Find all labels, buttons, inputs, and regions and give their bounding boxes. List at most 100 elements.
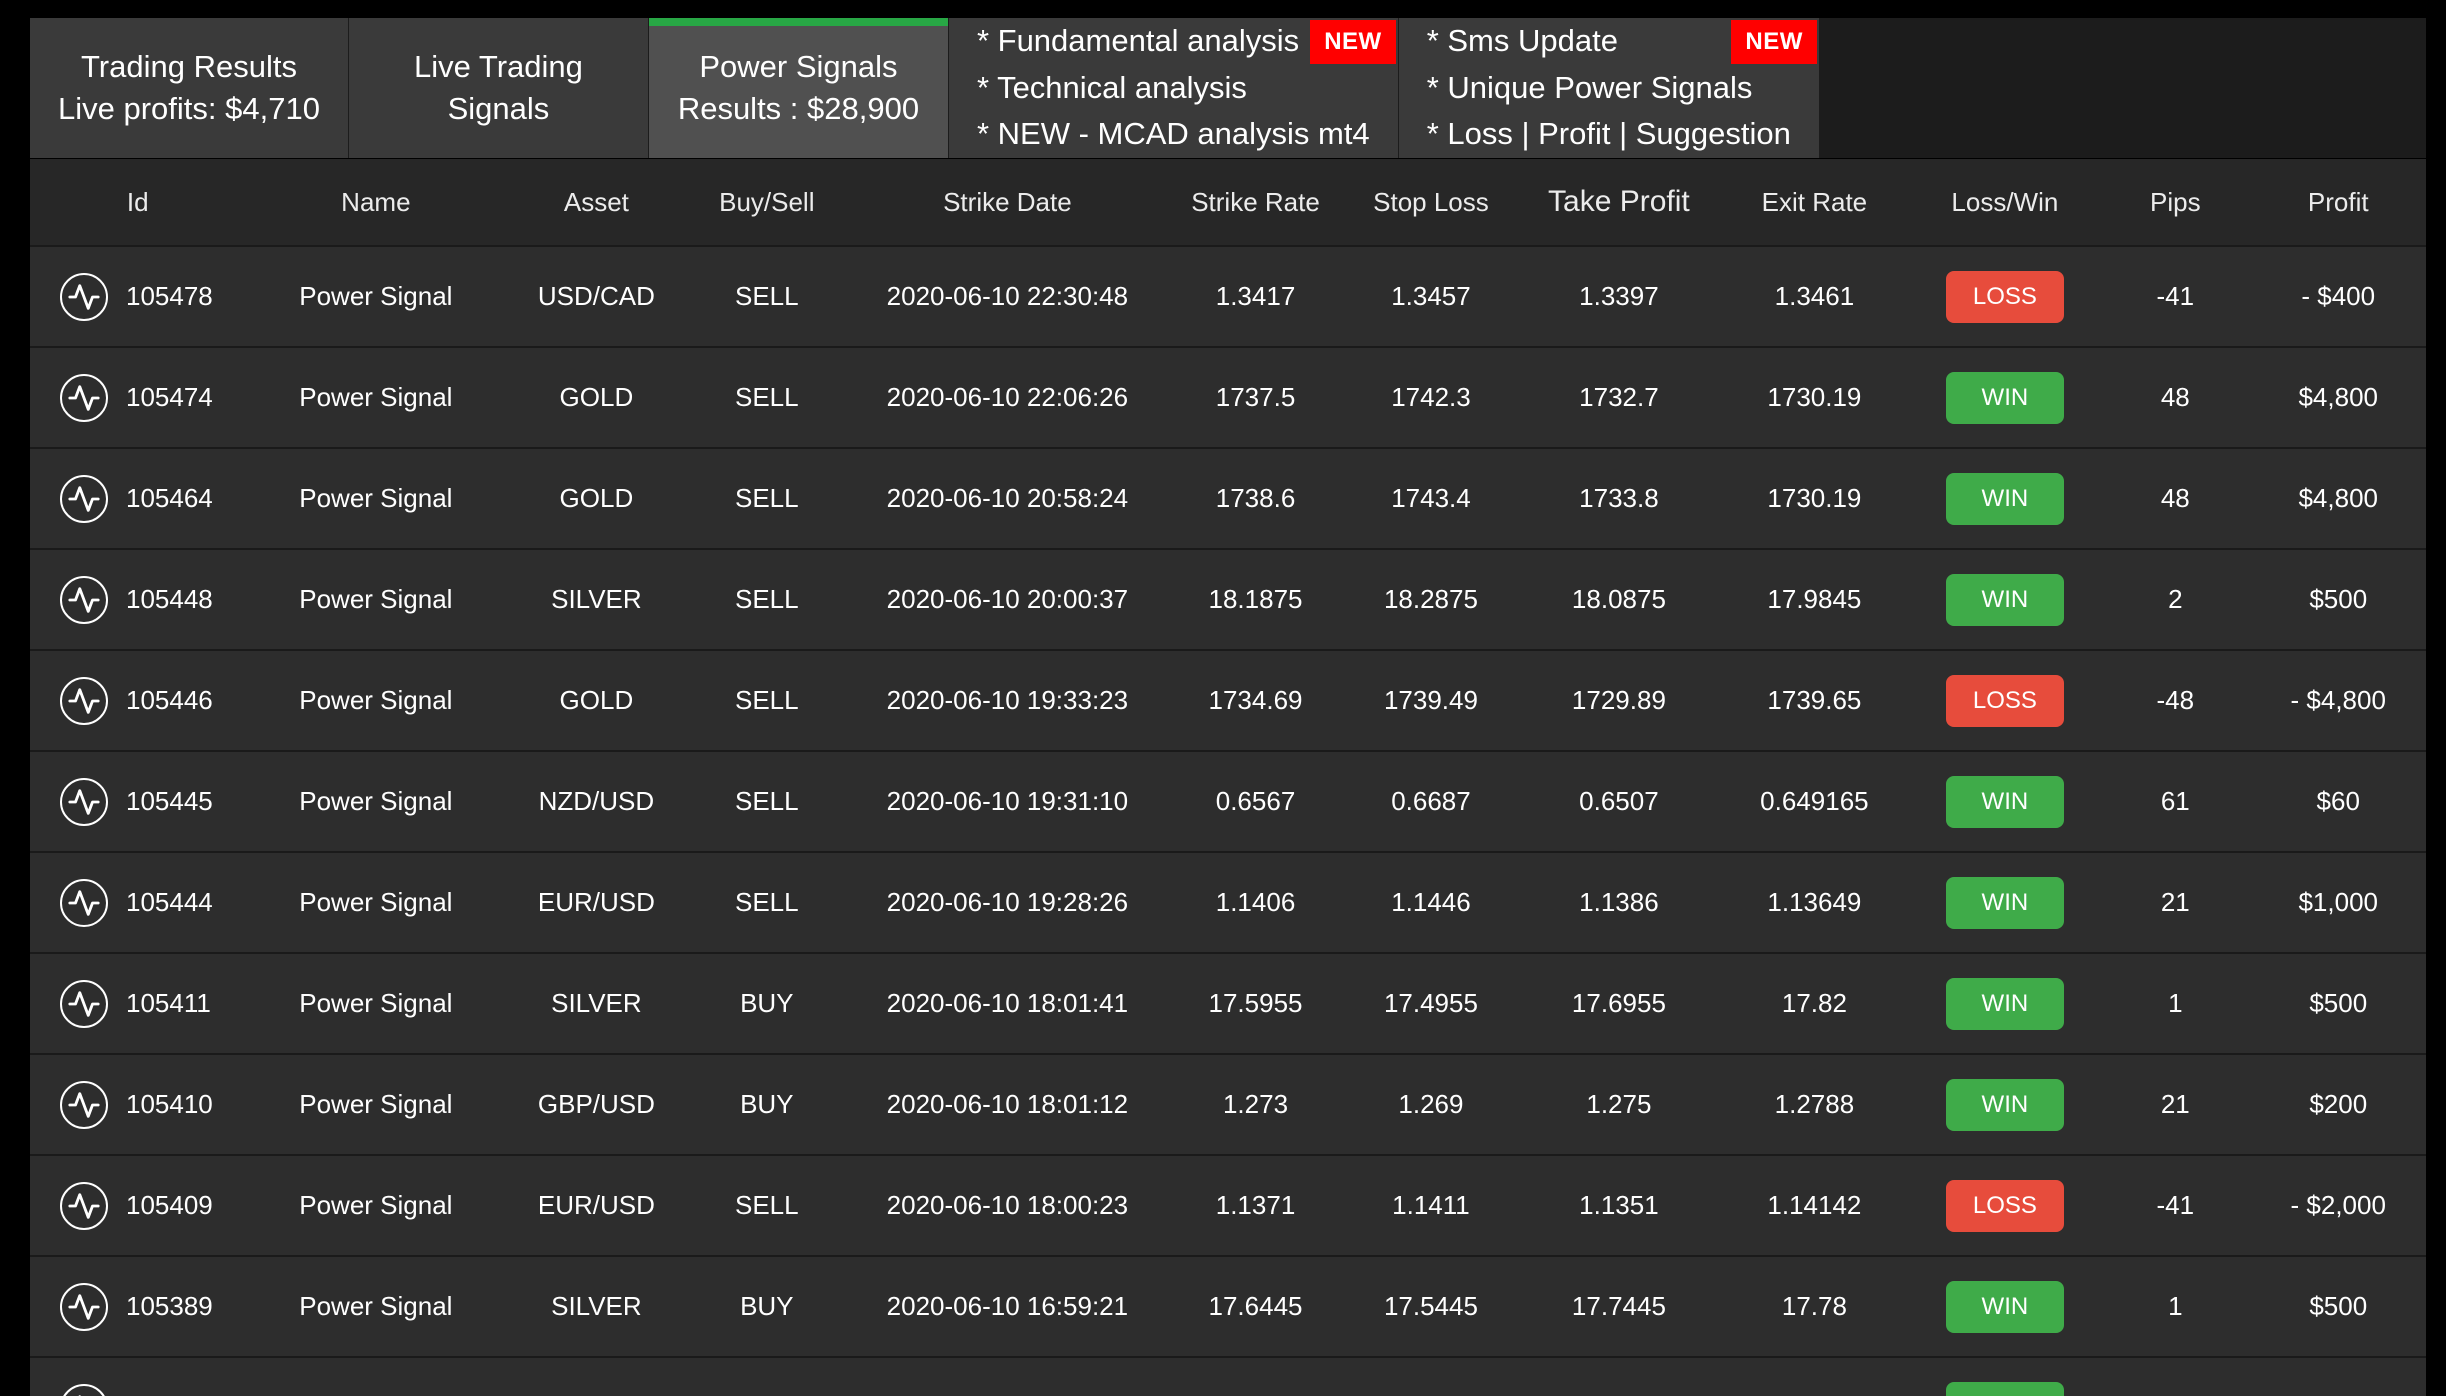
cell-strike: 0.6567 [1168,751,1343,852]
cell-strike: 17.5955 [1168,953,1343,1054]
col-buysell[interactable]: Buy/Sell [687,159,847,246]
cell-buysell: SELL [687,1155,847,1256]
cell-exit: 1730.19 [1719,448,1909,549]
cell-id: 105445 [126,786,213,817]
col-losswin[interactable]: Loss/Win [1910,159,2100,246]
cell-take: 1.1386 [1519,852,1720,953]
cell-exit: 0.649165 [1719,751,1909,852]
cell-exit: 1.3461 [1719,246,1909,347]
cell-asset: SILVER [506,549,686,650]
cell-asset: GOLD [506,347,686,448]
tabs-bar: Trading Results Live profits: $4,710 Liv… [30,18,2426,158]
tab-power-signals[interactable]: Power Signals Results : $28,900 [649,18,949,158]
col-takeprofit[interactable]: Take Profit [1519,159,1720,246]
cell-id: 105464 [126,483,213,514]
cell-name: Power Signal [246,650,507,751]
tab-trading-results[interactable]: Trading Results Live profits: $4,710 [30,18,349,158]
table-row[interactable]: 105474Power SignalGOLDSELL2020-06-10 22:… [30,347,2426,448]
cell-date: 2020-06-10 18:01:12 [847,1054,1168,1155]
col-asset[interactable]: Asset [506,159,686,246]
table-row[interactable]: 105411Power SignalSILVERBUY2020-06-10 18… [30,953,2426,1054]
table-row[interactable]: 105478Power SignalUSD/CADSELL2020-06-10 … [30,246,2426,347]
cell-exit: 1726.0 [1719,1357,1909,1396]
col-pips[interactable]: Pips [2100,159,2250,246]
signals-table-scroll[interactable]: Id Name Asset Buy/Sell Strike Date Strik… [30,158,2426,1396]
signals-table: Id Name Asset Buy/Sell Strike Date Strik… [30,159,2426,1396]
cell-strike: 1738.6 [1168,448,1343,549]
table-row[interactable]: 105409Power SignalEUR/USDSELL2020-06-10 … [30,1155,2426,1256]
cell-stop: 17.4955 [1343,953,1518,1054]
tab-title: Live Trading [414,46,583,88]
cell-name: Power Signal [246,953,507,1054]
cell-asset: GBP/USD [506,1054,686,1155]
table-row[interactable]: 105389Power SignalSILVERBUY2020-06-10 16… [30,1256,2426,1357]
cell-strike: 1734.69 [1168,650,1343,751]
cell-stop: 1715.3 [1343,1357,1518,1396]
cell-id: 105444 [126,887,213,918]
col-name[interactable]: Name [246,159,507,246]
cell-profit: - $400 [2250,246,2426,347]
tab-line: * Technical analysis [977,65,1370,112]
cell-strike: 1.273 [1168,1054,1343,1155]
cell-id: 105411 [126,988,211,1019]
cell-strike: 1.1371 [1168,1155,1343,1256]
cell-pips: 48 [2100,1357,2250,1396]
cell-name: Power Signal [246,1155,507,1256]
col-exitrate[interactable]: Exit Rate [1719,159,1909,246]
cell-take: 1.275 [1519,1054,1720,1155]
cell-take: 1729.89 [1519,650,1720,751]
cell-name: Power Signal [246,1256,507,1357]
table-row[interactable]: 105464Power SignalGOLDSELL2020-06-10 20:… [30,448,2426,549]
status-badge: WIN [1946,372,2064,424]
col-id[interactable]: Id [30,159,246,246]
cell-asset: SILVER [506,953,686,1054]
pulse-icon [60,374,108,422]
cell-profit: - $4,800 [2250,650,2426,751]
table-row[interactable]: 105448Power SignalSILVERSELL2020-06-10 2… [30,549,2426,650]
cell-date: 2020-06-10 19:28:26 [847,852,1168,953]
col-strikedate[interactable]: Strike Date [847,159,1168,246]
cell-buysell: SELL [687,549,847,650]
cell-buysell: BUY [687,1054,847,1155]
cell-asset: GOLD [506,650,686,751]
cell-pips: 61 [2100,751,2250,852]
cell-strike: 1.3417 [1168,246,1343,347]
col-strikerate[interactable]: Strike Rate [1168,159,1343,246]
col-profit[interactable]: Profit [2250,159,2426,246]
table-row[interactable]: 105444Power SignalEUR/USDSELL2020-06-10 … [30,852,2426,953]
col-stoploss[interactable]: Stop Loss [1343,159,1518,246]
cell-stop: 1.1446 [1343,852,1518,953]
status-badge: WIN [1946,1382,2064,1396]
cell-pips: 1 [2100,953,2250,1054]
table-row[interactable]: 105445Power SignalNZD/USDSELL2020-06-10 … [30,751,2426,852]
cell-date: 2020-06-10 19:31:10 [847,751,1168,852]
tab-sms-update[interactable]: NEW * Sms Update * Unique Power Signals … [1399,18,1820,158]
cell-date: 2020-06-10 16:59:21 [847,1256,1168,1357]
cell-buysell: SELL [687,246,847,347]
pulse-icon [60,778,108,826]
cell-exit: 1730.19 [1719,347,1909,448]
pulse-icon [60,273,108,321]
cell-exit: 17.78 [1719,1256,1909,1357]
table-row[interactable]: 105410Power SignalGBP/USDBUY2020-06-10 1… [30,1054,2426,1155]
cell-id: 105389 [126,1291,213,1322]
cell-take: 1.3397 [1519,246,1720,347]
tab-subtitle: Signals [448,88,550,130]
table-row[interactable]: 105446Power SignalGOLDSELL2020-06-10 19:… [30,650,2426,751]
cell-exit: 17.9845 [1719,549,1909,650]
cell-take: 1732.7 [1519,347,1720,448]
cell-stop: 1.3457 [1343,246,1518,347]
cell-pips: -41 [2100,1155,2250,1256]
status-badge: WIN [1946,776,2064,828]
cell-take: 1724.9 [1519,1357,1720,1396]
table-row[interactable]: 105388Power SignalGOLDBUY2020-06-10 16:5… [30,1357,2426,1396]
cell-id: 105478 [126,281,213,312]
cell-strike: 17.6445 [1168,1256,1343,1357]
tab-analysis[interactable]: NEW * Fundamental analysis * Technical a… [949,18,1399,158]
cell-pips: -48 [2100,650,2250,751]
cell-stop: 1.269 [1343,1054,1518,1155]
cell-exit: 1.14142 [1719,1155,1909,1256]
cell-name: Power Signal [246,852,507,953]
cell-profit: $4,800 [2250,448,2426,549]
tab-live-trading-signals[interactable]: Live Trading Signals [349,18,649,158]
